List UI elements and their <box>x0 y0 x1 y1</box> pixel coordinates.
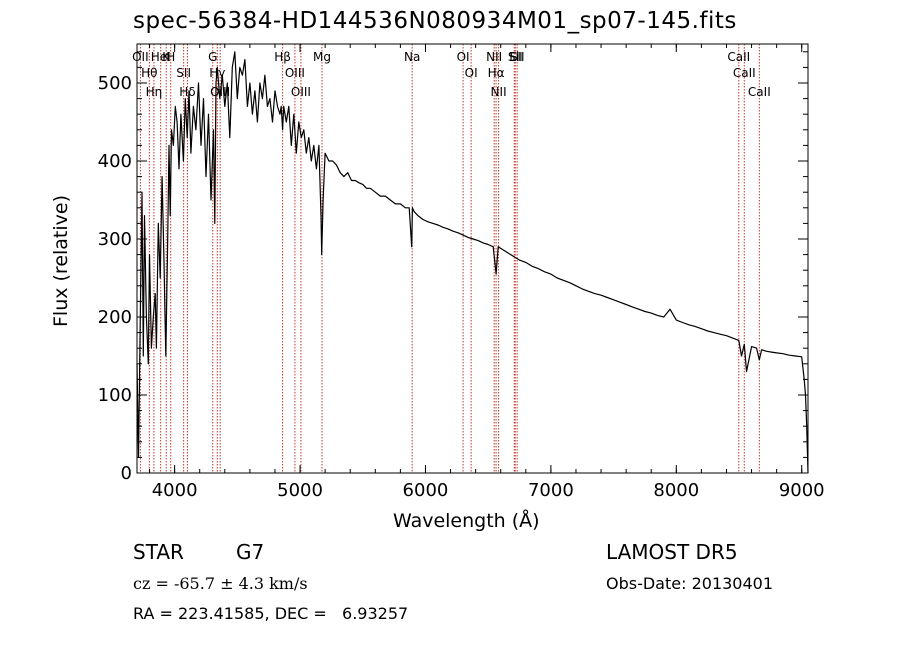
subclass-label: G7 <box>236 540 265 564</box>
y-tick-label: 300 <box>98 229 132 250</box>
y-tick-label: 100 <box>98 385 132 406</box>
ra-dec-value: RA = 223.41585, DEC = 6.93257 <box>133 604 409 623</box>
chart-title: spec-56384-HD144536N080934M01_sp07-145.f… <box>133 8 737 34</box>
line-label: NII <box>491 85 507 99</box>
line-label: SII <box>508 50 523 64</box>
y-tick-label: 400 <box>98 151 132 172</box>
line-label: H <box>166 50 175 64</box>
line-label: Hβ <box>274 50 291 64</box>
plot-frame <box>136 43 809 474</box>
line-label: SII <box>176 66 191 80</box>
y-tick-label: 500 <box>98 73 132 94</box>
y-tick-label: 0 <box>121 463 132 484</box>
x-tick-label: 8000 <box>653 480 699 501</box>
line-label: OIII <box>210 85 230 99</box>
line-label: NII <box>486 50 502 64</box>
cz-value: cz = -65.7 ± 4.3 km/s <box>133 574 308 593</box>
survey-label: LAMOST DR5 <box>606 540 738 564</box>
spectrum-series <box>136 51 809 474</box>
spectrum-line <box>136 51 809 474</box>
line-label: Hδ <box>179 85 195 99</box>
class-label: STAR <box>133 540 184 564</box>
line-label: Hγ <box>209 66 225 80</box>
x-tick-label: 7000 <box>528 480 574 501</box>
x-axis-label: Wavelength (Å) <box>393 510 540 532</box>
emission-line-markers <box>139 44 760 473</box>
line-label: CaII <box>733 66 756 80</box>
line-label: CaII <box>748 85 771 99</box>
line-label: OI <box>465 66 478 80</box>
line-label: CaII <box>727 50 750 64</box>
line-label: G <box>208 50 217 64</box>
line-label: Hη <box>146 85 163 99</box>
line-label: Mg <box>313 50 331 64</box>
line-label: OIII <box>285 66 305 80</box>
line-label: OI <box>457 50 470 64</box>
line-label: OII <box>132 50 149 64</box>
line-label: Li <box>509 50 519 64</box>
line-label: Hθ <box>141 66 157 80</box>
x-tick-label: 4000 <box>152 480 198 501</box>
line-label: K <box>162 50 171 64</box>
axis-ticks: 4000 5000 6000 7000 8000 9000 0 100 200 300 400 500 <box>98 44 825 501</box>
x-tick-label: 5000 <box>277 480 323 501</box>
line-label: HeI <box>151 50 171 64</box>
x-tick-label: 6000 <box>403 480 449 501</box>
line-label: Na <box>404 50 420 64</box>
obs-date: Obs-Date: 20130401 <box>606 574 774 593</box>
y-axis-label: Flux (relative) <box>50 194 72 328</box>
y-tick-label: 200 <box>98 307 132 328</box>
line-label: SII <box>510 50 525 64</box>
line-label: Hα <box>488 66 505 80</box>
line-label: OIII <box>291 85 311 99</box>
x-tick-label: 9000 <box>779 480 825 501</box>
